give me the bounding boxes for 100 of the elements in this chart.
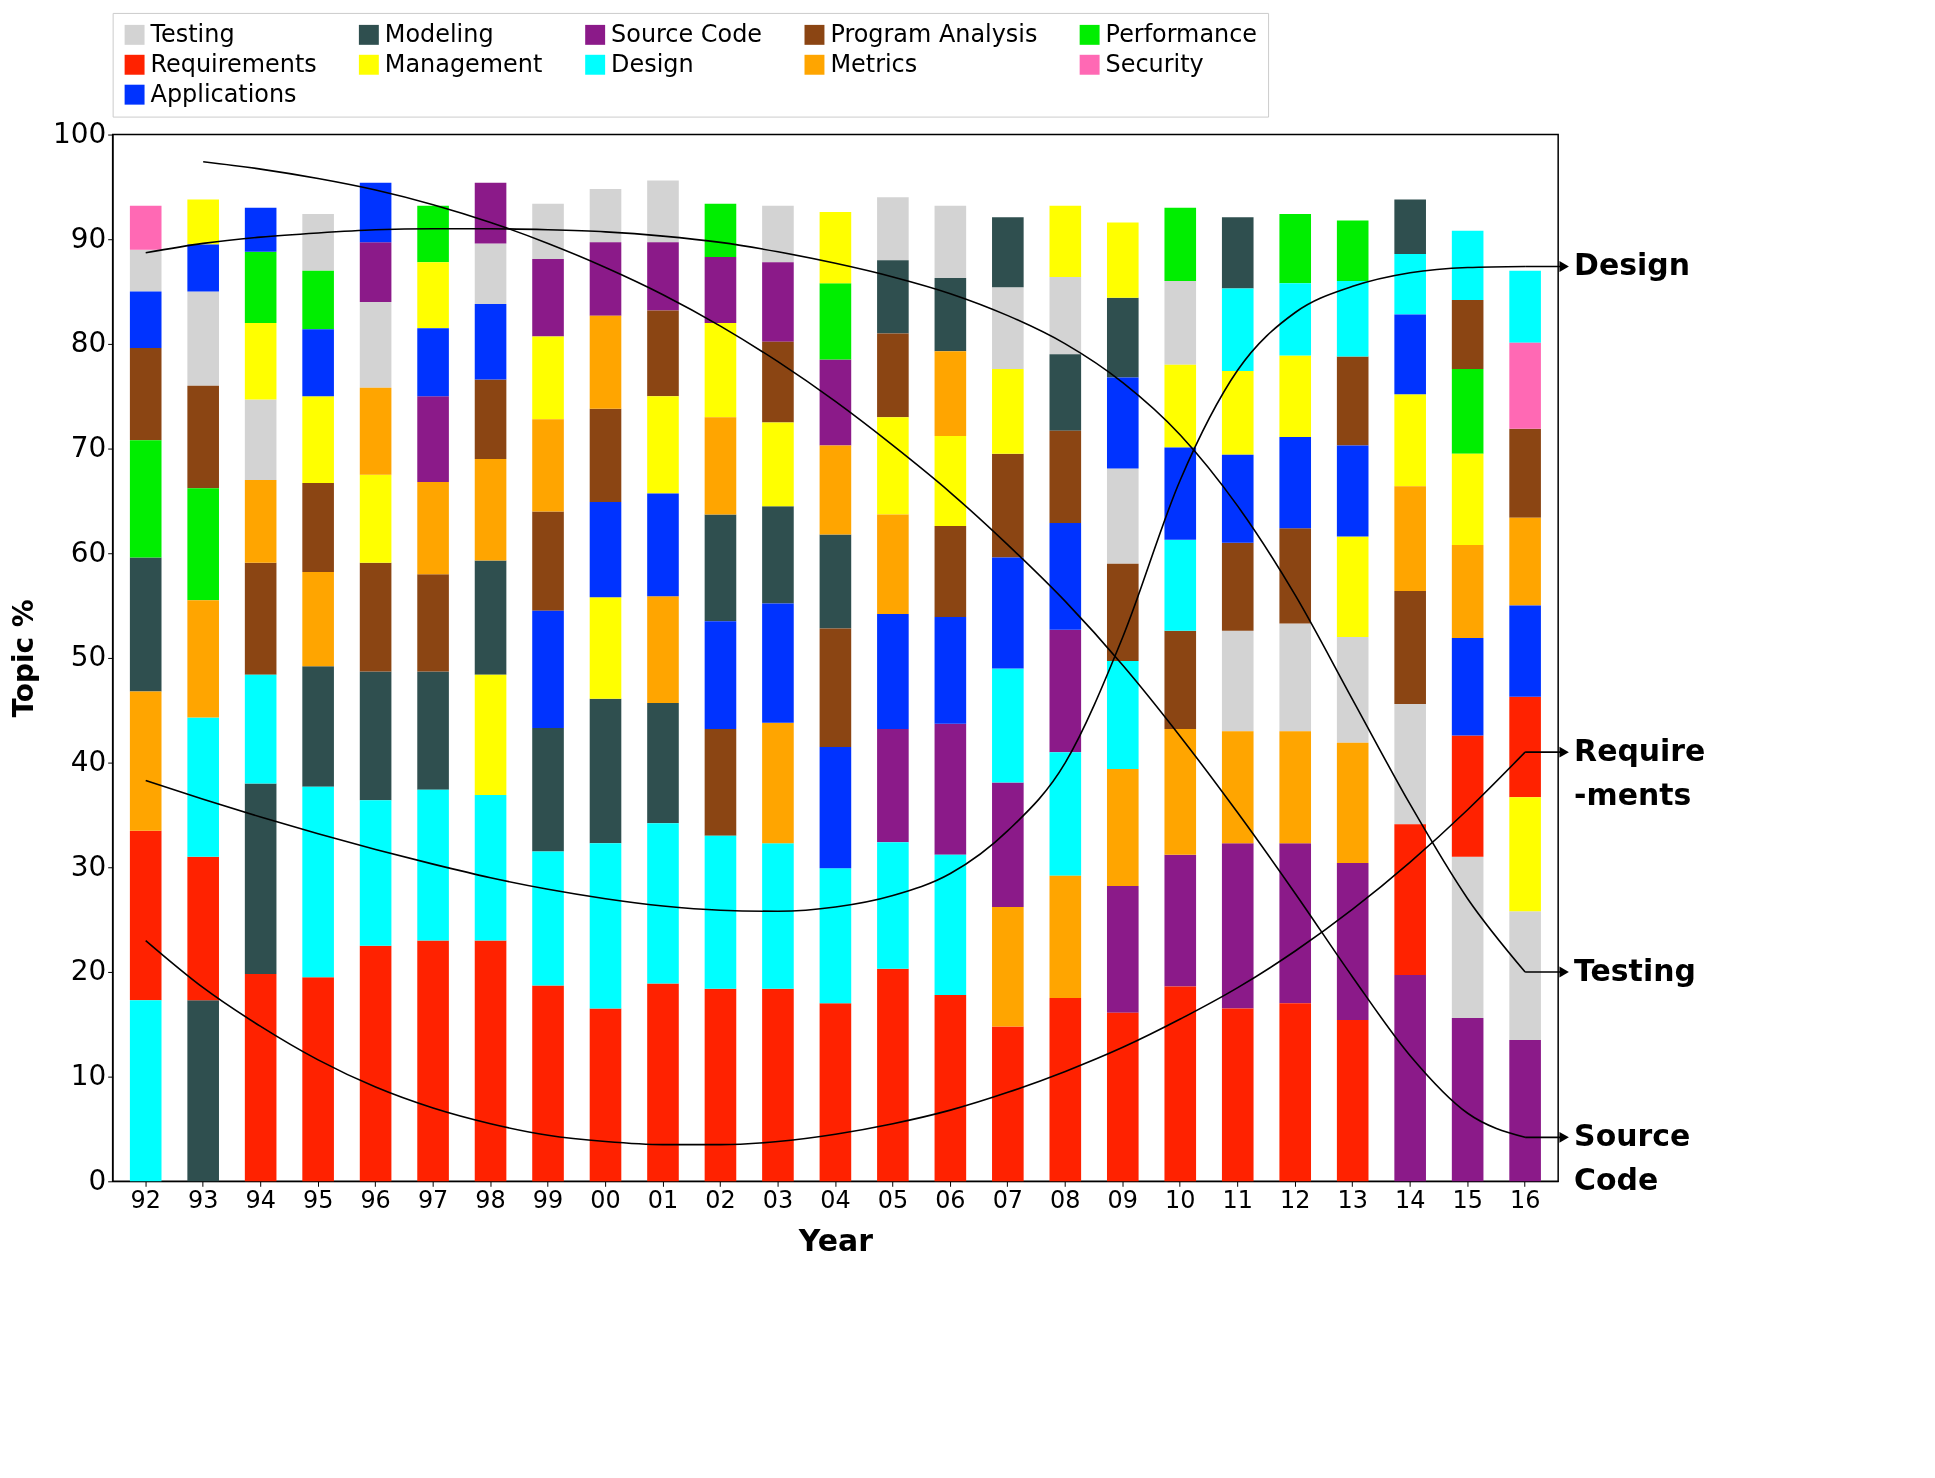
bar — [992, 668, 1024, 783]
bar — [244, 783, 277, 975]
x-tick-label: 09 — [1107, 1185, 1138, 1214]
bar — [474, 940, 507, 1182]
bar — [1336, 445, 1369, 537]
bar — [129, 291, 162, 349]
bar — [589, 597, 622, 699]
y-axis-title: Topic % — [6, 599, 40, 718]
bar — [877, 729, 909, 843]
bar — [1394, 199, 1426, 254]
bar — [819, 1003, 852, 1182]
bar — [1221, 288, 1254, 372]
y-tick-label: 0 — [88, 1163, 107, 1197]
bar — [1509, 342, 1541, 429]
bar — [1221, 454, 1254, 543]
legend-label: Applications — [150, 79, 297, 108]
bar — [877, 613, 909, 730]
bar — [647, 596, 679, 703]
x-tick-label: 96 — [360, 1185, 391, 1214]
bar — [762, 843, 794, 989]
legend-label: Metrics — [830, 49, 918, 78]
bar — [1164, 539, 1197, 631]
x-tick-label: 97 — [417, 1185, 449, 1214]
x-tick-label: 93 — [187, 1185, 219, 1214]
y-tick-label: 10 — [70, 1059, 107, 1093]
bar — [992, 557, 1024, 669]
bar — [359, 562, 392, 672]
legend-label: Requirements — [150, 49, 317, 78]
bar — [647, 702, 679, 824]
bar — [992, 453, 1024, 558]
bar — [129, 348, 162, 441]
x-tick-label: 98 — [475, 1185, 506, 1214]
bar — [359, 474, 392, 563]
bar — [474, 243, 507, 305]
bar — [934, 277, 967, 352]
bar — [1049, 522, 1082, 630]
bar — [819, 628, 852, 747]
bar — [877, 260, 909, 334]
bar — [187, 488, 219, 601]
bar — [244, 251, 277, 323]
bar — [877, 197, 909, 261]
x-tick-label: 08 — [1050, 1185, 1081, 1214]
bar — [1509, 605, 1541, 697]
bar — [1279, 528, 1312, 624]
bar — [474, 674, 507, 796]
bar — [1279, 214, 1312, 284]
bar — [1049, 875, 1082, 999]
bar — [1106, 297, 1139, 378]
legend-label: Design — [611, 49, 694, 78]
bar — [1106, 1012, 1139, 1182]
bar — [1106, 661, 1139, 769]
bar — [589, 315, 622, 409]
bar — [129, 1000, 162, 1182]
bar — [1164, 854, 1197, 987]
x-tick-label: 05 — [877, 1185, 909, 1214]
bar — [187, 717, 219, 857]
bar — [589, 501, 622, 598]
bar — [1279, 437, 1312, 529]
bar — [1164, 207, 1197, 282]
bar — [1049, 276, 1082, 355]
bar — [359, 182, 392, 243]
bar — [1336, 636, 1369, 743]
bar — [474, 182, 507, 244]
bar — [129, 205, 162, 250]
bar — [417, 789, 449, 941]
bar — [244, 479, 277, 563]
legend-label: Management — [384, 49, 543, 78]
bar — [1106, 768, 1139, 887]
bar — [1394, 703, 1426, 825]
bar — [819, 534, 852, 629]
bar — [1221, 542, 1254, 631]
x-tick-label: 06 — [935, 1185, 966, 1214]
bar — [819, 746, 852, 869]
bar — [1451, 453, 1484, 545]
bar — [1509, 270, 1541, 343]
y-tick-label: 30 — [70, 849, 107, 883]
legend-label: Modeling — [384, 19, 494, 48]
y-tick-label: 50 — [70, 640, 107, 674]
bar — [819, 868, 852, 1004]
bar — [244, 974, 277, 1182]
legend-label: Testing — [1574, 952, 1696, 988]
bar — [1164, 986, 1197, 1182]
bar — [704, 988, 737, 1182]
bar — [1451, 638, 1484, 736]
bar — [1509, 1039, 1541, 1182]
bar — [417, 262, 449, 329]
bar — [1049, 629, 1082, 753]
bar — [129, 557, 162, 692]
bar — [1221, 630, 1254, 732]
bar — [129, 440, 162, 558]
bar — [359, 387, 392, 475]
bar — [302, 977, 334, 1182]
bar — [1336, 1020, 1369, 1182]
bar — [1221, 217, 1254, 289]
bar — [417, 396, 449, 483]
bar — [819, 359, 852, 446]
bar — [1509, 428, 1541, 518]
bar — [992, 369, 1024, 454]
bar — [1164, 729, 1197, 855]
bar — [1164, 630, 1197, 730]
